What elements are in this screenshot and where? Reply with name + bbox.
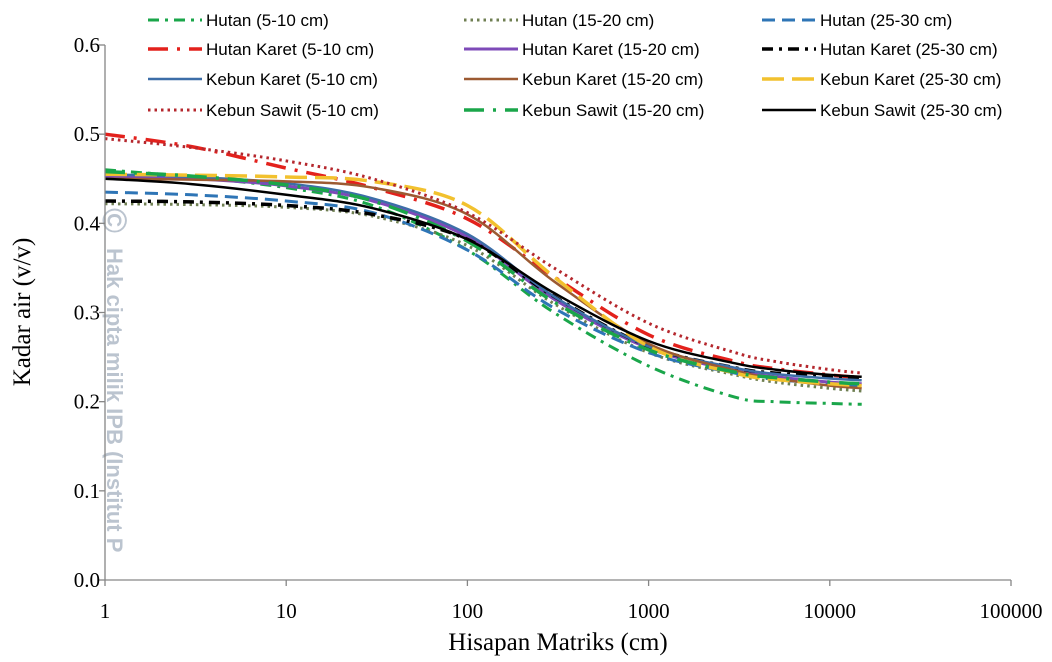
series-line bbox=[104, 137, 862, 375]
x-tick-label: 1 bbox=[100, 599, 111, 623]
y-tick-label: 0.4 bbox=[74, 211, 101, 235]
x-tick-label: 10000 bbox=[804, 599, 857, 623]
x-tick-label: 100000 bbox=[980, 599, 1043, 623]
legend-label: Hutan (15-20 cm) bbox=[522, 11, 654, 30]
y-tick-label: 0.5 bbox=[74, 122, 100, 146]
series-line bbox=[104, 175, 862, 386]
series-line bbox=[104, 169, 862, 386]
x-tick-label: 100 bbox=[452, 599, 484, 623]
y-tick-label: 0.2 bbox=[74, 390, 100, 414]
series-line bbox=[104, 177, 862, 378]
watermark: © Hak cipta milik IPB (Institut P bbox=[95, 208, 133, 552]
legend-label: Hutan Karet (5-10 cm) bbox=[206, 40, 374, 59]
series-line bbox=[104, 132, 862, 380]
y-tick-label: 0.6 bbox=[74, 33, 100, 57]
series-line bbox=[104, 199, 862, 381]
plot-area bbox=[104, 132, 862, 406]
y-tick-label: 0.1 bbox=[74, 479, 100, 503]
x-tick-label: 1000 bbox=[628, 599, 670, 623]
y-tick-label: 0.0 bbox=[74, 568, 100, 592]
legend-label: Hutan (25-30 cm) bbox=[820, 11, 952, 30]
legend: Hutan (5-10 cm) Hutan (15-20 cm) Hutan (25… bbox=[148, 11, 1002, 120]
legend-label: Hutan Karet (15-20 cm) bbox=[522, 40, 700, 59]
watermark-copyright: © bbox=[95, 208, 133, 233]
legend-label: Hutan Karet (25-30 cm) bbox=[820, 40, 998, 59]
x-axis-title: Hisapan Matriks (cm) bbox=[448, 629, 667, 656]
legend-label: Kebun Sawit (25-30 cm) bbox=[820, 101, 1002, 120]
legend-label: Hutan (5-10 cm) bbox=[206, 11, 329, 30]
y-tick-label: 0.3 bbox=[74, 301, 100, 325]
x-tick-label: 10 bbox=[276, 599, 297, 623]
series-line bbox=[104, 173, 862, 382]
series-line bbox=[104, 202, 862, 393]
watermark-text: Hak cipta milik IPB (Institut P bbox=[102, 248, 127, 552]
axes: 1 10 100 1000 10000 100000 0.0 0.1 0.2 0.3 0.4 0.5 0… bbox=[74, 33, 1043, 623]
legend-label: Kebun Karet (25-30 cm) bbox=[820, 70, 1001, 89]
series-line bbox=[104, 172, 862, 388]
legend-label: Kebun Karet (15-20 cm) bbox=[522, 70, 703, 89]
legend-label: Kebun Karet (5-10 cm) bbox=[206, 70, 378, 89]
legend-label: Kebun Sawit (15-20 cm) bbox=[522, 101, 704, 120]
y-axis-title: Kadar air (v/v) bbox=[9, 238, 36, 387]
legend-label: Kebun Sawit (5-10 cm) bbox=[206, 101, 379, 120]
